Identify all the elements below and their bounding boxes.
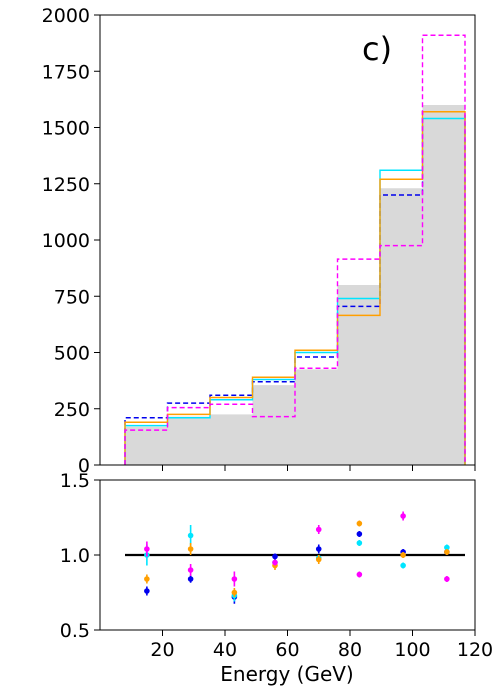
ratio-point [400,513,406,519]
ratio-point [356,531,363,537]
ratio-point [400,562,406,569]
y-tick-label: 750 [54,286,90,308]
histogram-bar [167,416,210,465]
y-tick-label: 500 [54,343,90,365]
ratio-point [272,559,278,566]
ratio-point [187,567,194,573]
ratio-point [187,532,194,539]
x-tick-label: 80 [338,639,362,661]
y-tick-label: 1000 [42,230,90,252]
ratio-point [272,553,278,560]
histogram-bar [295,369,338,465]
histogram-panel: 0 250 500 750 1000 1250 1500 1750 2000 [42,5,476,477]
y-tick-label: 0 [78,455,90,477]
y-tick-label: 1750 [42,61,90,83]
y-tick-label: 0.5 [60,620,90,642]
y-tick-label: 1.0 [60,545,90,567]
x-axis-label: Energy (GeV) [220,662,353,686]
histogram-bar [252,385,295,465]
y-tick-label: 1.5 [60,470,90,492]
histogram-bar [422,105,465,465]
ratio-point [144,588,150,594]
ratio-point [144,546,150,552]
histogram-bar [337,285,380,465]
y-tick-label: 1250 [42,174,90,196]
x-tick-label: 120 [457,639,493,661]
ratio-point [444,576,450,582]
x-tick-label: 60 [275,639,299,661]
ratio-point [356,520,363,527]
ratio-point [231,576,238,582]
histogram-bar [380,188,423,465]
y-tick-label: 2000 [42,5,90,27]
x-tick-label: 20 [150,639,174,661]
ratio-point [444,549,450,555]
ratio-point [144,576,150,582]
ratio-panel: 0.5 1.0 1.5 20 40 60 80 100 120 [60,470,493,661]
ratio-point [356,571,363,578]
histogram-bar [125,426,168,465]
ratio-point [400,552,406,558]
histogram-bar [210,414,253,465]
ratio-point [356,540,363,546]
ratio-point [444,544,450,551]
y-tick-label: 250 [54,399,90,421]
ratio-point [315,526,322,533]
panel-label: c) [362,30,392,68]
ratio-point [231,589,238,596]
ratio-point [315,546,322,552]
ratio-point [315,556,322,563]
ratio-point [187,576,194,582]
ratio-point [187,546,194,552]
x-tick-label: 40 [213,639,237,661]
y-tick-label: 1500 [42,118,90,140]
x-tick-label: 100 [394,639,430,661]
histogram-step-line-5 [124,34,466,465]
